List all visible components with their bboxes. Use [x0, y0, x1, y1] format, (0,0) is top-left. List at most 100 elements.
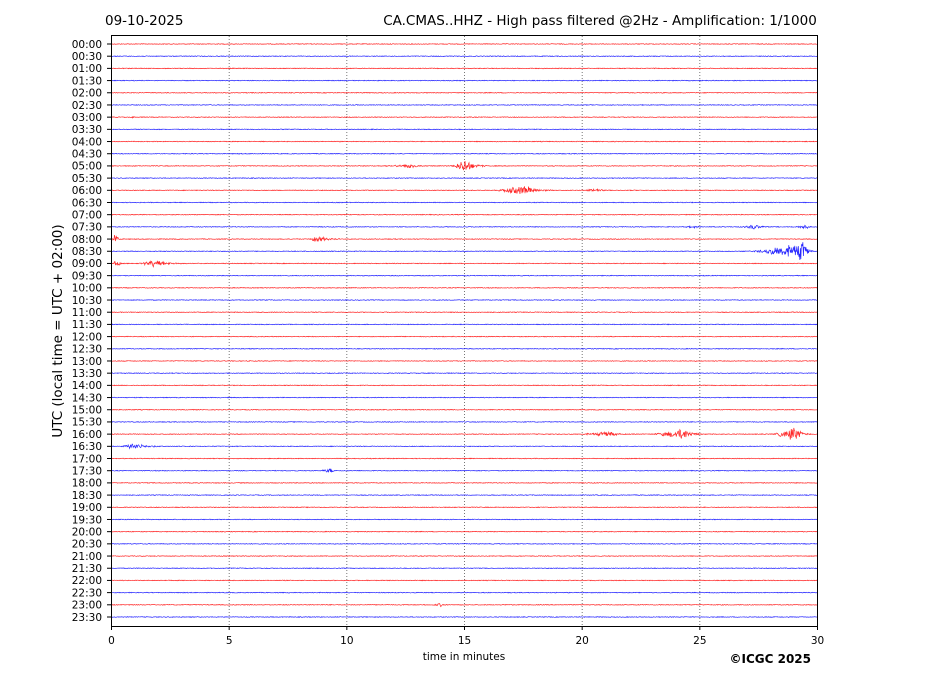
y-tick-label: 06:30 — [72, 197, 102, 209]
trace-row-0300 — [111, 116, 818, 119]
trace-row-0800 — [111, 234, 818, 243]
trace-row-1430 — [111, 396, 818, 399]
trace-row-2130 — [111, 567, 818, 570]
trace-row-0900 — [111, 260, 818, 268]
y-tick-label: 19:30 — [72, 514, 102, 526]
y-tick-label: 18:30 — [72, 490, 102, 502]
trace-row-2230 — [111, 591, 818, 594]
trace-row-0930 — [111, 274, 818, 277]
x-axis: 0 5 10 15 20 25 30 — [108, 626, 824, 647]
y-tick-label: 05:30 — [72, 173, 102, 185]
y-tick-label: 10:30 — [72, 295, 102, 307]
x-tick-label: 15 — [458, 635, 471, 647]
y-tick-label: 20:00 — [72, 526, 102, 538]
trace-row-0330 — [111, 128, 818, 131]
y-tick-label: 09:00 — [72, 258, 102, 270]
y-tick-label: 19:00 — [72, 502, 102, 514]
trace-row-1600 — [111, 427, 818, 440]
y-tick-label: 11:00 — [72, 307, 102, 319]
trace-row-2030 — [111, 542, 818, 545]
trace-row-1200 — [111, 335, 818, 338]
y-tick-label: 07:00 — [72, 209, 102, 221]
trace-row-1730 — [111, 468, 818, 473]
trace-row-2200 — [111, 579, 818, 582]
trace-row-1900 — [111, 506, 818, 509]
trace-row-0000 — [111, 43, 818, 45]
y-tick-label: 05:00 — [72, 161, 102, 173]
trace-row-2330 — [111, 616, 818, 618]
y-tick-label: 23:00 — [72, 600, 102, 612]
y-tick-label: 02:00 — [72, 88, 102, 100]
y-tick-label: 18:00 — [72, 478, 102, 490]
x-tick-label: 20 — [575, 635, 588, 647]
copyright: ©ICGC 2025 — [729, 652, 811, 666]
trace-row-1400 — [111, 384, 818, 387]
y-tick-label: 21:00 — [72, 551, 102, 563]
y-tick-label: 03:00 — [72, 112, 102, 124]
y-tick-label: 14:00 — [72, 380, 102, 392]
trace-row-0100 — [111, 67, 818, 70]
traces — [111, 43, 818, 618]
trace-row-0630 — [111, 201, 818, 204]
trace-row-1000 — [111, 286, 818, 289]
y-tick-label: 17:00 — [72, 453, 102, 465]
y-tick-label: 08:30 — [72, 246, 102, 258]
y-tick-label: 23:30 — [72, 612, 102, 624]
x-tick-label: 0 — [108, 635, 115, 647]
trace-row-1100 — [111, 311, 818, 314]
trace-row-0030 — [111, 55, 818, 58]
y-tick-label: 04:30 — [72, 149, 102, 161]
y-tick-label: 08:00 — [72, 234, 102, 246]
trace-row-1830 — [111, 494, 818, 497]
y-tick-label: 07:30 — [72, 222, 102, 234]
trace-row-0200 — [111, 91, 818, 94]
trace-row-0700 — [111, 213, 818, 216]
y-tick-label: 15:00 — [72, 405, 102, 417]
y-tick-label: 03:30 — [72, 124, 102, 136]
trace-row-1800 — [111, 481, 818, 484]
x-tick-label: 30 — [811, 635, 824, 647]
trace-row-1330 — [111, 372, 818, 375]
trace-row-0430 — [111, 152, 818, 155]
trace-row-0500 — [111, 161, 818, 171]
y-tick-label: 13:30 — [72, 368, 102, 380]
trace-row-2300 — [111, 603, 818, 608]
chart-date: 09-10-2025 — [105, 13, 183, 29]
y-tick-label: 14:30 — [72, 392, 102, 404]
vertical-grid — [228, 36, 701, 626]
trace-row-1930 — [111, 518, 818, 521]
trace-row-0730 — [111, 224, 818, 230]
x-tick-label: 25 — [693, 635, 706, 647]
y-tick-label: 22:00 — [72, 575, 102, 587]
trace-row-1030 — [111, 299, 818, 301]
trace-row-1630 — [111, 443, 818, 450]
trace-row-0830 — [111, 242, 818, 260]
y-tick-label: 00:00 — [72, 39, 102, 51]
y-tick-label: 16:00 — [72, 429, 102, 441]
trace-row-0400 — [111, 140, 818, 143]
y-tick-label: 20:30 — [72, 539, 102, 551]
y-tick-label: 22:30 — [72, 587, 102, 599]
trace-row-1700 — [111, 457, 818, 460]
x-tick-label: 5 — [226, 635, 233, 647]
y-tick-label: 15:30 — [72, 417, 102, 429]
chart-title: CA.CMAS..HHZ - High pass filtered @2Hz -… — [383, 13, 817, 29]
trace-row-0600 — [111, 186, 818, 195]
trace-row-1530 — [111, 421, 818, 423]
trace-row-1130 — [111, 323, 818, 326]
y-tick-label: 12:30 — [72, 344, 102, 356]
y-tick-label: 17:30 — [72, 466, 102, 478]
y-tick-label: 00:30 — [72, 51, 102, 63]
y-axis-label: UTC (local time = UTC + 02:00) — [50, 224, 66, 437]
trace-row-0130 — [111, 79, 818, 82]
y-axis: 00:0000:3001:0001:3002:0002:3003:0003:30… — [72, 39, 111, 624]
y-tick-label: 10:00 — [72, 283, 102, 295]
trace-row-2000 — [111, 530, 818, 533]
y-tick-label: 01:30 — [72, 75, 102, 87]
y-tick-label: 04:00 — [72, 136, 102, 148]
y-tick-label: 12:00 — [72, 331, 102, 343]
x-axis-label: time in minutes — [423, 651, 505, 663]
trace-row-0530 — [111, 177, 818, 180]
x-tick-label: 10 — [340, 635, 353, 647]
